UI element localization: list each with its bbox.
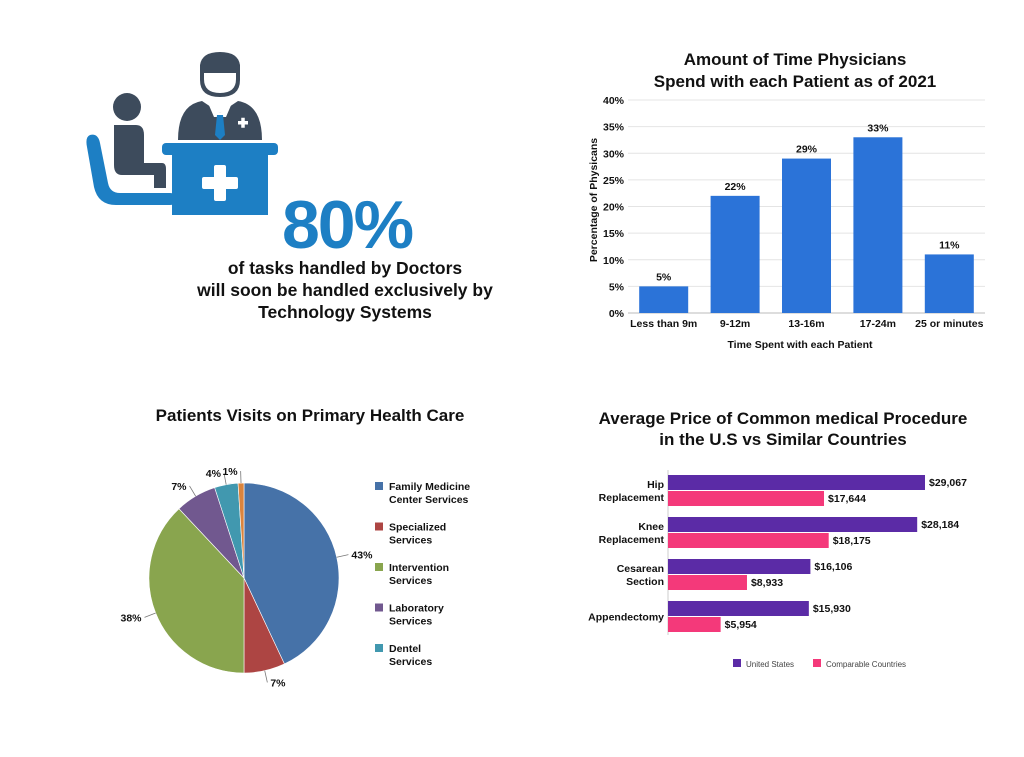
pie-chart-title: Patients Visits on Primary Health Care	[100, 406, 520, 426]
legend-swatch	[375, 563, 383, 571]
hbar-category-label: Hip	[647, 479, 664, 491]
bar-y-tick-label: 25%	[603, 175, 625, 187]
bar-value-label: 5%	[656, 271, 672, 283]
hbar-value-label: $28,184	[921, 519, 959, 531]
hbar-category-label: Cesarean	[617, 563, 664, 575]
legend-label: Family Medicine	[389, 481, 470, 493]
stat-value: 80%	[272, 186, 422, 264]
bar-value-label: 29%	[796, 144, 818, 156]
hbar-value-label: $17,644	[828, 493, 866, 505]
pie-leader-line	[145, 613, 156, 617]
legend-label: Services	[389, 535, 432, 547]
legend-label: Comparable Countries	[826, 660, 906, 669]
bar-x-tick-label: 9-12m	[720, 318, 750, 330]
hbar-category-label: Replacement	[599, 534, 665, 546]
doctor-icon	[178, 52, 262, 140]
pie-value-label: 1%	[222, 466, 238, 478]
pie-value-label: 4%	[206, 468, 222, 480]
bar-chart-title-line-1: Amount of Time Physicians	[684, 50, 907, 69]
hbar-value-label: $15,930	[813, 603, 851, 615]
hbar-category-label: Replacement	[599, 492, 665, 504]
legend-label: Services	[389, 575, 432, 587]
bar-y-tick-label: 0%	[609, 308, 625, 320]
pie-leader-line	[337, 555, 349, 558]
bar	[925, 254, 974, 313]
pie-leader-line	[265, 671, 268, 683]
bar-y-tick-label: 10%	[603, 255, 625, 267]
bar-x-tick-label: 25 or minutes	[915, 318, 983, 330]
hbar	[668, 517, 917, 532]
hbar-category-label: Knee	[638, 521, 664, 533]
time-with-patient-bar-chart: Amount of Time Physicians Spend with eac…	[570, 45, 1010, 360]
bar-value-label: 22%	[725, 181, 747, 193]
stat-caption-line-2: will soon be handled exclusively by	[150, 279, 540, 301]
legend-label: United States	[746, 660, 794, 669]
legend-label: Laboratory	[389, 603, 444, 615]
hbar-category-label: Appendectomy	[588, 612, 664, 624]
hbar	[668, 601, 809, 616]
hbar-value-label: $29,067	[929, 477, 967, 489]
bar-x-tick-label: Less than 9m	[630, 318, 697, 330]
bar-y-tick-label: 5%	[609, 281, 625, 293]
bar-y-tick-label: 30%	[603, 148, 625, 160]
legend-swatch	[733, 659, 741, 667]
bar-value-label: 11%	[939, 239, 960, 251]
bar	[853, 137, 902, 313]
legend-label: Services	[389, 616, 432, 628]
bar	[711, 196, 760, 313]
hbar-chart-title-line-1: Average Price of Common medical Procedur…	[599, 409, 968, 428]
bar	[639, 286, 688, 313]
hbar	[668, 491, 824, 506]
pie-value-label: 7%	[270, 677, 286, 689]
bar-y-tick-label: 20%	[603, 202, 625, 214]
bar-chart-y-axis-label: Percentage of Physicans	[588, 138, 600, 262]
procedure-price-bar-chart: Average Price of Common medical Procedur…	[570, 400, 1010, 690]
legend-label: Specialized	[389, 522, 446, 534]
bar-y-tick-label: 35%	[603, 122, 625, 134]
hbar	[668, 533, 829, 548]
legend-swatch	[813, 659, 821, 667]
hbar-chart-title-line-2: in the U.S vs Similar Countries	[659, 430, 907, 449]
hbar-value-label: $18,175	[833, 535, 871, 547]
legend-swatch	[375, 523, 383, 531]
legend-swatch	[375, 644, 383, 652]
bar-value-label: 33%	[867, 122, 889, 134]
legend-label: Center Services	[389, 494, 469, 506]
pie-leader-line	[190, 486, 196, 496]
hbar-value-label: $8,933	[751, 577, 783, 589]
legend-swatch	[375, 604, 383, 612]
legend-label: Services	[389, 656, 432, 668]
pie-value-label: 7%	[171, 481, 187, 493]
hbar	[668, 617, 721, 632]
medical-desk	[162, 143, 278, 215]
pie-value-label: 38%	[120, 612, 142, 624]
hbar	[668, 575, 747, 590]
legend-label: Intervention	[389, 562, 449, 574]
pie-value-label: 43%	[351, 550, 373, 562]
hbar	[668, 559, 810, 574]
legend-swatch	[375, 482, 383, 490]
hbar-value-label: $5,954	[725, 619, 757, 631]
hbar-value-label: $16,106	[814, 561, 852, 573]
stat-caption-line-3: Technology Systems	[150, 301, 540, 323]
bar-chart-title-line-2: Spend with each Patient as of 2021	[654, 72, 936, 91]
legend-label: Dentel	[389, 643, 421, 655]
hbar-category-label: Section	[626, 576, 664, 588]
stat-caption-line-1: of tasks handled by Doctors	[150, 257, 540, 279]
bar-y-tick-label: 15%	[603, 228, 625, 240]
bar-y-tick-label: 40%	[603, 95, 625, 107]
hbar	[668, 475, 925, 490]
medical-illustration	[80, 45, 290, 225]
bar-x-tick-label: 17-24m	[860, 318, 896, 330]
bar-chart-x-axis-label: Time Spent with each Patient	[727, 339, 873, 351]
bar	[782, 159, 831, 313]
bar-x-tick-label: 13-16m	[788, 318, 824, 330]
